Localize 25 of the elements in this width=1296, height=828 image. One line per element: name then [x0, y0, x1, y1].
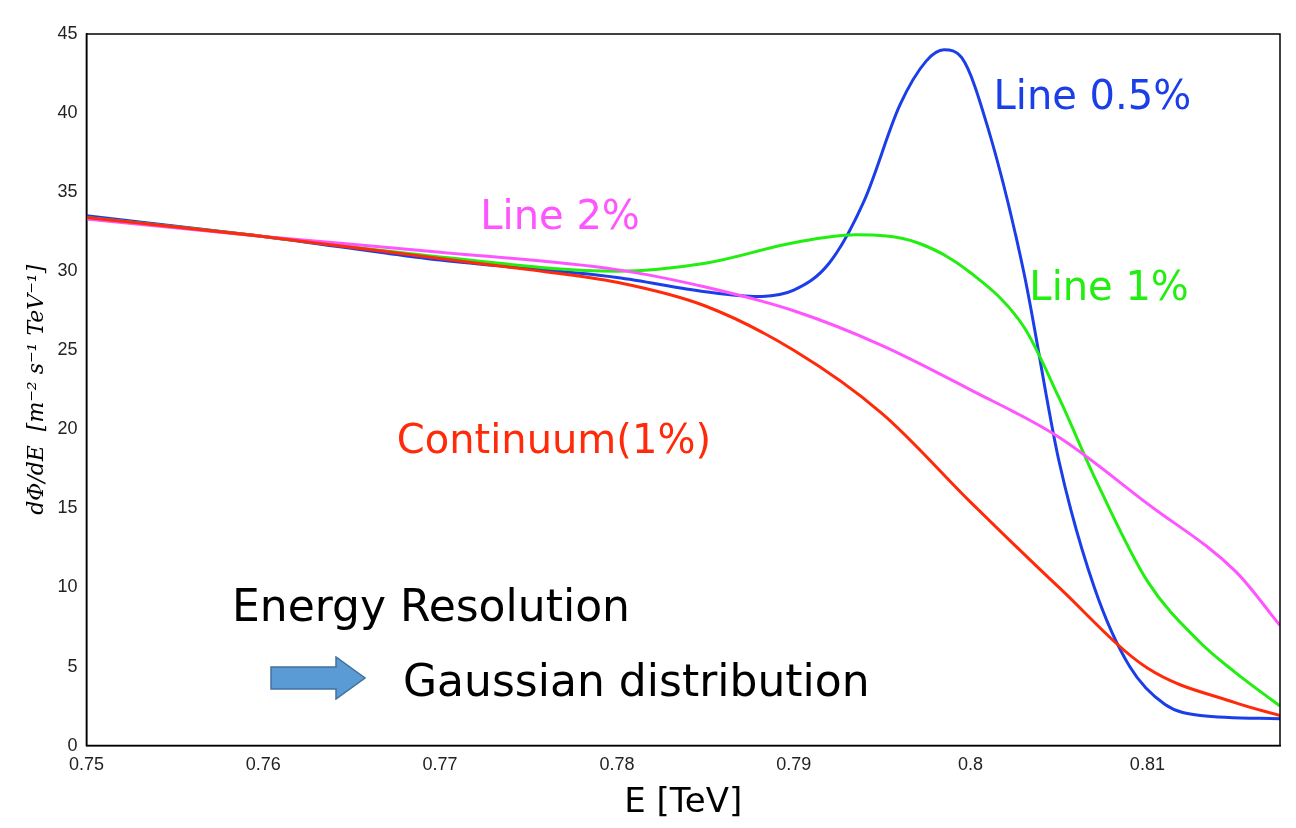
x-tick-label: 0.78: [599, 754, 635, 775]
y-tick-label: 40: [57, 102, 78, 123]
y-tick-label: 15: [57, 497, 78, 518]
series-label: Line 0.5%: [993, 72, 1192, 119]
x-tick-label: 0.79: [776, 754, 812, 775]
x-tick-label: 0.8: [958, 754, 984, 775]
y-tick-label: 45: [57, 22, 78, 43]
y-tick-label: 0: [67, 734, 78, 755]
x-tick-label: 0.81: [1129, 754, 1165, 775]
y-tick-label: 5: [67, 655, 78, 676]
annotation: Energy Resolution: [232, 580, 630, 631]
series-label: Line 2%: [480, 192, 640, 239]
text: Continuum(1%): [396, 415, 711, 462]
x-axis-title: E [TeV]: [624, 780, 743, 821]
y-tick-label: 20: [57, 418, 78, 439]
y-tick-label: 10: [57, 576, 78, 597]
annotation: Gaussian distribution: [403, 655, 870, 706]
y-tick-label: 35: [57, 181, 78, 202]
x-tick-label: 0.77: [422, 754, 458, 775]
x-tick-label: 0.75: [68, 754, 104, 775]
x-tick-label: 0.76: [245, 754, 281, 775]
y-tick-label: 25: [57, 339, 78, 360]
y-tick-label: 30: [57, 260, 78, 281]
series-label: Line 1%: [1029, 262, 1189, 309]
y-axis-title: dΦ/dE [m⁻² s⁻¹ TeV⁻¹]: [22, 264, 48, 515]
